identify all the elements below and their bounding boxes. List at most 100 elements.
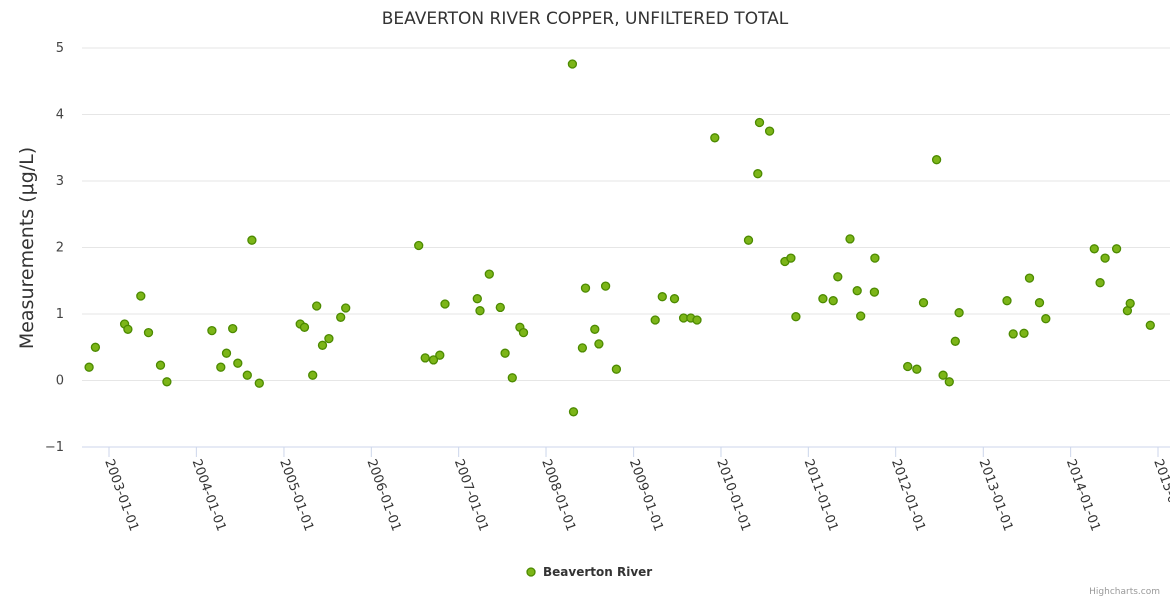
data-point[interactable] [495,302,505,313]
data-point[interactable] [1089,244,1099,254]
data-point[interactable] [1002,296,1012,306]
data-point[interactable] [216,362,226,372]
data-point[interactable] [580,283,591,293]
x-tick-label: 2005-01-01 [276,457,316,533]
data-point[interactable] [657,292,667,302]
data-point[interactable] [954,308,964,318]
data-point[interactable] [1125,298,1135,309]
data-point[interactable] [507,373,517,383]
data-point[interactable] [1095,278,1105,288]
data-point[interactable] [472,294,482,304]
data-point[interactable] [420,353,430,363]
data-point[interactable] [440,299,450,309]
data-point[interactable] [1041,314,1051,324]
data-point[interactable] [931,155,942,165]
data-point[interactable] [950,336,960,346]
data-point[interactable] [90,342,101,352]
x-tick-label: 2010-01-01 [713,457,753,533]
data-point[interactable] [594,339,604,349]
credits-link[interactable]: Highcharts.com [1089,587,1160,597]
data-point[interactable] [341,303,351,313]
x-tick-label: 2015-01-01 [1150,457,1170,533]
data-point[interactable] [414,240,424,251]
data-point[interactable] [764,126,775,136]
data-point[interactable] [1111,244,1122,254]
data-point[interactable] [84,362,94,372]
data-point[interactable] [221,348,232,358]
data-point[interactable] [500,348,510,358]
y-tick-label: 1 [56,307,64,322]
data-point[interactable] [912,364,922,374]
y-tick-label: 2 [56,241,64,256]
data-point[interactable] [918,298,929,308]
data-point[interactable] [317,340,328,350]
legend-item-label[interactable]: Beaverton River [543,565,652,579]
data-point[interactable] [753,169,763,179]
data-point[interactable] [650,315,660,325]
y-tick-label: 3 [56,174,64,189]
data-point[interactable] [938,370,948,380]
x-tick-label: 2007-01-01 [451,457,491,533]
data-point[interactable] [228,323,238,334]
data-point[interactable] [324,333,334,344]
data-point[interactable] [669,294,680,304]
data-point[interactable] [710,133,720,143]
y-axis-title: Measurements (μg/L) [16,147,38,349]
data-point[interactable] [475,306,485,316]
data-point[interactable] [207,325,217,336]
data-point[interactable] [833,272,843,282]
data-point[interactable] [845,234,855,244]
data-point[interactable] [856,311,866,321]
data-point[interactable] [743,235,754,245]
data-point[interactable] [869,287,880,297]
data-point[interactable] [308,370,318,380]
data-point[interactable] [568,407,579,417]
y-tick-label: −1 [45,440,64,455]
data-point[interactable] [1008,329,1018,339]
data-point[interactable] [518,327,529,338]
data-point[interactable] [143,327,154,338]
data-point[interactable] [233,358,243,368]
data-point[interactable] [567,59,578,69]
x-tick-label: 2009-01-01 [626,457,666,533]
data-point[interactable] [818,294,828,304]
data-point[interactable] [590,324,600,334]
data-point[interactable] [162,377,172,387]
data-point[interactable] [299,322,310,332]
data-point[interactable] [312,301,322,311]
data-point[interactable] [852,286,862,296]
data-point[interactable] [754,117,765,128]
chart-title: BEAVERTON RIVER COPPER, UNFILTERED TOTAL [382,9,789,29]
legend[interactable]: Beaverton River [526,565,652,579]
data-point[interactable] [484,269,494,279]
data-point[interactable] [242,370,252,380]
data-point[interactable] [155,360,166,370]
data-point[interactable] [254,378,264,388]
data-point[interactable] [611,364,622,374]
data-point[interactable] [1034,298,1045,308]
data-point[interactable] [944,377,954,387]
data-point[interactable] [336,312,346,322]
data-point[interactable] [870,253,880,263]
data-point[interactable] [600,281,611,291]
data-point[interactable] [786,253,796,263]
data-point[interactable] [1100,253,1110,263]
data-point[interactable] [791,312,801,322]
x-tick-label: 2004-01-01 [189,457,229,533]
data-point[interactable] [828,296,838,306]
data-point[interactable] [1145,320,1155,330]
data-point[interactable] [435,350,445,360]
x-tick-label: 2006-01-01 [364,457,404,533]
data-point[interactable] [247,235,257,245]
data-point[interactable] [577,343,588,353]
data-point[interactable] [428,355,439,365]
data-point[interactable] [123,324,133,334]
data-point[interactable] [903,361,913,372]
data-point[interactable] [136,291,146,301]
data-point[interactable] [692,315,702,325]
data-point[interactable] [1019,328,1029,338]
x-tick-label: 2013-01-01 [976,457,1016,533]
series-beaverton-river[interactable] [84,59,1155,417]
data-point[interactable] [1024,273,1035,283]
